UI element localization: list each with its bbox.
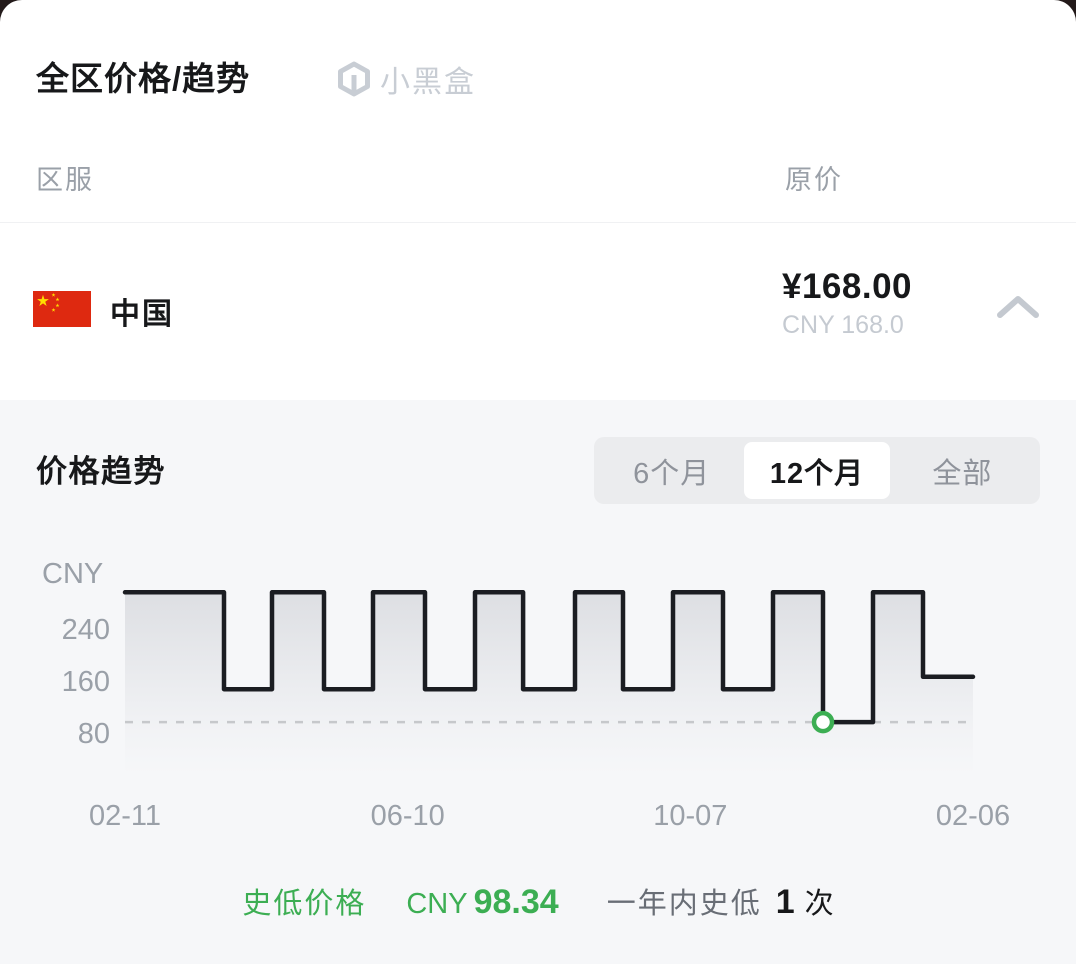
tab-6-months[interactable]: 6个月	[633, 457, 711, 490]
region-row-china[interactable]: 中国 ¥168.00 CNY 168.0	[0, 223, 1076, 400]
y-tick-240: 240	[61, 613, 110, 646]
price-step-chart[interactable]	[122, 563, 976, 775]
low-count-value: 1	[775, 883, 795, 921]
price-step-line	[122, 590, 976, 725]
historic-low-label: 史低价格	[242, 888, 367, 920]
original-price-currency: CNY 168.0	[782, 311, 904, 339]
x-tick-1: 06-10	[370, 800, 445, 832]
column-header-price: 原价	[785, 165, 843, 195]
brand-badge: 小黑盒	[336, 57, 476, 101]
y-axis-unit-label: CNY	[42, 558, 104, 590]
low-count-label: 一年内史低	[606, 888, 762, 920]
time-range-tabs: 6个月 12个月 全部	[594, 437, 1040, 504]
xiaoheihe-logo-icon	[336, 61, 372, 97]
historic-low-marker	[811, 710, 835, 734]
region-name: 中国	[110, 298, 174, 331]
historic-low-currency: CNY	[406, 888, 468, 920]
all-region-price-card: 全区价格/趋势 小黑盒 区服 原价	[0, 0, 1076, 400]
divider	[0, 222, 1076, 223]
tab-all[interactable]: 全部	[932, 457, 993, 490]
column-header-region: 区服	[36, 165, 94, 195]
x-tick-0: 02-11	[88, 800, 162, 832]
brand-name: 小黑盒	[380, 66, 476, 99]
y-tick-160: 160	[61, 666, 110, 698]
price-trend-section: 价格趋势 6个月 12个月 全部 CNY 240 160 80 02-11 06…	[0, 400, 1076, 964]
china-flag-icon	[33, 291, 91, 327]
price-area-fill	[125, 592, 973, 775]
low-count-unit: 次	[804, 888, 834, 920]
chevron-up-icon	[993, 296, 1043, 328]
collapse-row-button[interactable]	[993, 289, 1043, 325]
x-tick-2: 10-07	[653, 800, 728, 832]
page-title: 全区价格/趋势	[36, 60, 251, 97]
x-tick-3: 02-06	[935, 800, 1011, 832]
tab-12-months[interactable]: 12个月	[744, 442, 890, 499]
historic-low-stats: 史低价格 CNY 98.34 一年内史低 1 次	[0, 880, 1076, 922]
historic-low-value: 98.34	[473, 883, 559, 921]
y-tick-80: 80	[77, 718, 110, 751]
original-price: ¥168.00	[782, 267, 913, 306]
trend-section-title: 价格趋势	[36, 454, 166, 489]
